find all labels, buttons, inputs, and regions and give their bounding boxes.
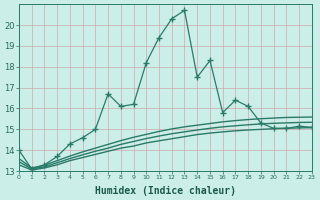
X-axis label: Humidex (Indice chaleur): Humidex (Indice chaleur) (95, 186, 236, 196)
